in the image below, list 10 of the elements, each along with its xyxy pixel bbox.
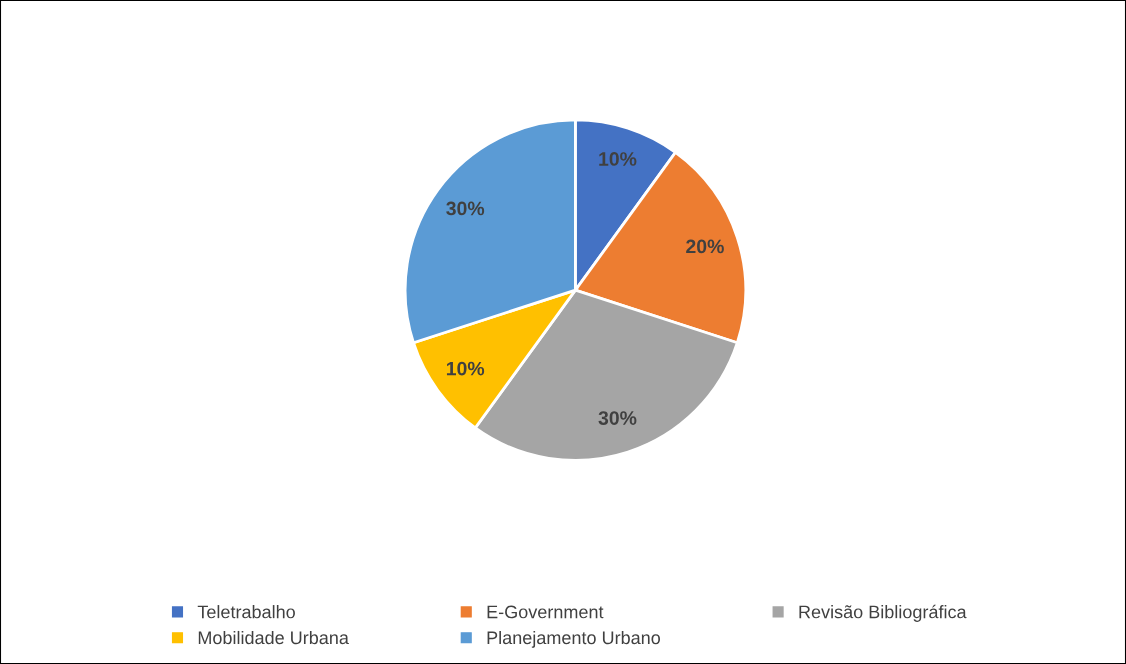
- legend-label: Revisão Bibliográfica: [799, 604, 967, 622]
- legend-label: Mobilidade Urbana: [198, 630, 349, 645]
- data-label: 30%: [598, 411, 637, 425]
- data-label: 20%: [686, 239, 724, 254]
- legend-label: Planejamento Urbano: [487, 630, 661, 648]
- legend-label: E-Government: [487, 605, 604, 619]
- legend-label: Teletrabalho: [197, 605, 295, 619]
- data-label: 10%: [599, 152, 637, 166]
- data-label: 10%: [446, 361, 485, 376]
- data-label: 30%: [446, 201, 485, 216]
